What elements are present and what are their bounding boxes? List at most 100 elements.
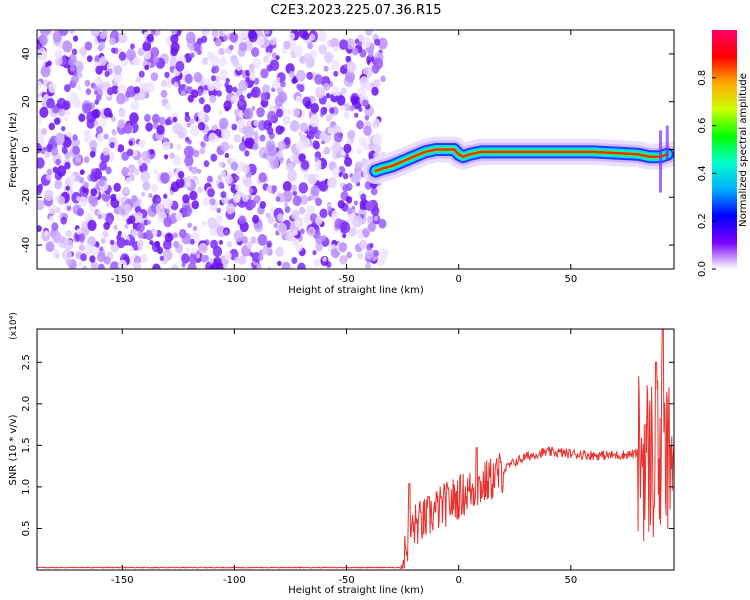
- noise-blob: [365, 249, 374, 260]
- noise-blob: [288, 70, 295, 79]
- noise-blob: [354, 112, 359, 118]
- spectrogram-y-axis: -40 -20 0 20 40: [21, 48, 674, 253]
- noise-blob: [51, 222, 59, 231]
- noise-blob: [265, 212, 270, 218]
- noise-blob: [323, 65, 329, 72]
- noise-blob: [160, 80, 167, 88]
- noise-blob: [117, 47, 123, 53]
- noise-blob: [243, 107, 254, 120]
- noise-blob: [164, 71, 170, 79]
- noise-blob: [197, 168, 202, 174]
- noise-blob: [306, 71, 314, 80]
- noise-blob: [37, 142, 42, 154]
- noise-blob: [267, 216, 274, 225]
- noise-blob: [299, 122, 309, 133]
- noise-blob: [61, 126, 66, 132]
- noise-blob: [47, 60, 52, 66]
- noise-blob: [130, 229, 138, 238]
- noise-blob: [362, 37, 372, 48]
- noise-blob: [367, 215, 374, 224]
- noise-blob: [192, 225, 198, 232]
- noise-blob: [84, 41, 93, 51]
- noise-blob: [313, 141, 320, 150]
- noise-blob: [291, 209, 300, 220]
- noise-blob: [230, 161, 238, 171]
- noise-blob: [41, 128, 47, 135]
- noise-blob: [333, 70, 339, 77]
- colorbar-tick-label: 0.6: [697, 118, 708, 134]
- noise-blob: [292, 190, 298, 196]
- noise-blob: [349, 105, 355, 112]
- noise-blob: [158, 116, 166, 126]
- noise-blob: [302, 32, 310, 41]
- noise-blob: [64, 84, 71, 93]
- noise-blob: [142, 181, 151, 191]
- noise-blob: [136, 239, 144, 248]
- noise-blob: [65, 229, 72, 238]
- noise-blob: [275, 125, 284, 135]
- noise-blob: [77, 85, 82, 91]
- noise-blob: [283, 202, 288, 208]
- noise-blob: [282, 181, 292, 192]
- noise-blob: [291, 77, 297, 84]
- noise-blob: [37, 116, 43, 124]
- noise-blob: [73, 71, 78, 77]
- noise-blob: [262, 84, 270, 94]
- noise-blob: [190, 124, 200, 137]
- noise-blob: [40, 65, 51, 78]
- noise-blob: [125, 48, 136, 61]
- noise-blob: [244, 126, 254, 139]
- noise-blob: [152, 229, 158, 236]
- noise-blob: [185, 31, 196, 44]
- ridge-core: [374, 148, 669, 173]
- noise-blob: [325, 92, 331, 99]
- noise-blob: [221, 128, 231, 141]
- noise-blob: [251, 252, 261, 263]
- noise-blob: [133, 86, 140, 94]
- snr-series-line: [37, 329, 674, 569]
- noise-blob: [140, 170, 151, 183]
- noise-blob: [71, 74, 79, 84]
- x-tick-label: 50: [564, 274, 577, 285]
- noise-blob: [196, 253, 201, 259]
- noise-blob: [184, 73, 193, 84]
- noise-blob: [37, 184, 43, 192]
- noise-blob: [281, 117, 289, 126]
- noise-blob: [364, 262, 371, 269]
- noise-blob: [143, 219, 149, 226]
- noise-blob: [85, 88, 92, 95]
- noise-blob: [210, 55, 220, 67]
- colorbar-gradient: [712, 30, 737, 269]
- colorbar-tick-label: 0.8: [697, 70, 708, 86]
- figure-title: C2E3.2023.225.07.36.R15: [270, 3, 441, 18]
- noise-blob: [207, 188, 215, 198]
- noise-blob: [57, 195, 66, 206]
- noise-blob: [303, 53, 313, 65]
- noise-blob: [198, 242, 208, 255]
- noise-blob: [238, 142, 247, 152]
- noise-blob: [76, 208, 84, 217]
- noise-blob: [218, 48, 225, 56]
- noise-blob: [44, 189, 54, 201]
- noise-blob: [85, 103, 93, 111]
- noise-blob: [45, 241, 55, 253]
- noise-blob: [186, 175, 192, 182]
- noise-blob: [189, 190, 198, 201]
- noise-blob: [46, 98, 55, 109]
- noise-blob: [242, 194, 249, 202]
- noise-blob: [173, 81, 179, 88]
- noise-blob: [172, 122, 183, 135]
- noise-blob: [175, 60, 185, 72]
- noise-blob: [373, 57, 384, 70]
- noise-blob: [156, 197, 161, 203]
- noise-blob: [164, 154, 169, 160]
- noise-blob: [57, 107, 66, 117]
- noise-blob: [90, 188, 98, 197]
- noise-blob: [124, 223, 129, 229]
- colorbar-tick-label: 0.4: [697, 165, 708, 181]
- snr-multiplier: (x10⁴): [9, 312, 19, 339]
- noise-blob: [277, 222, 287, 235]
- noise-blob: [117, 205, 127, 216]
- snr-x-axis: -150 -100 -50 0 50: [111, 329, 577, 586]
- y-tick-label: -40: [21, 237, 32, 253]
